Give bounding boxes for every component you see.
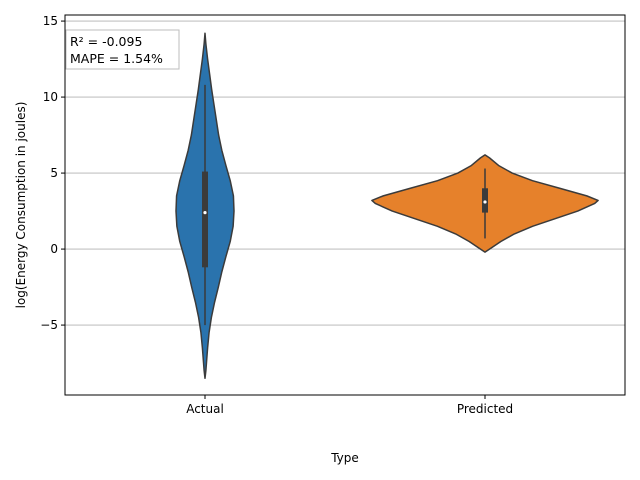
stats-annotation-box [65, 29, 180, 70]
y-tick-label: −5 [40, 318, 58, 332]
x-tick-label: Predicted [457, 402, 513, 416]
y-tick-label: 15 [43, 14, 58, 28]
median-dot-predicted [483, 200, 487, 204]
y-tick-label: 10 [43, 90, 58, 104]
x-tick-label: Actual [186, 402, 224, 416]
median-dot-actual [203, 211, 207, 215]
iqr-box-actual [202, 171, 208, 268]
axis-ticks: −5 0 5 10 15 Actual Predicted [40, 14, 513, 416]
violins [175, 32, 599, 380]
stats-annotation: R² = -0.095 MAPE = 1.54% [65, 29, 180, 70]
r-squared-text: R² = -0.095 [70, 34, 142, 49]
gridlines [65, 20, 625, 326]
mape-text: MAPE = 1.54% [70, 51, 163, 66]
y-axis-label: log(Energy Consumption in joules) [14, 102, 28, 309]
y-tick-label: 5 [50, 166, 58, 180]
x-axis-label: Type [330, 451, 359, 465]
plot-frame [64, 14, 626, 396]
y-tick-label: 0 [50, 242, 58, 256]
